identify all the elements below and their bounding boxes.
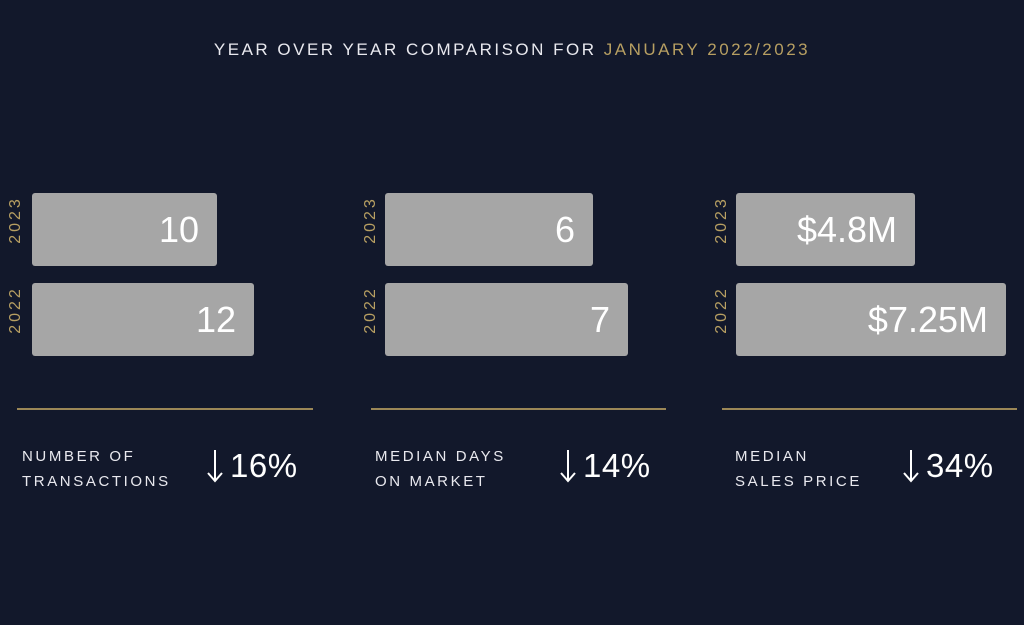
change-value: 34% — [926, 447, 994, 484]
metric-name: MEDIAN SALES PRICE — [735, 444, 862, 494]
bar-2022: $7.25M — [736, 283, 1006, 356]
year-label-2023: 2023 — [362, 196, 379, 244]
panel-number-of-transactions: 2023 10 2022 12 NUMBER OF TRANSACTIONS 1… — [0, 0, 330, 625]
year-label-2022: 2022 — [7, 286, 24, 334]
metric-name-line2: ON MARKET — [375, 473, 488, 490]
bar-label-2023: 10 — [158, 208, 199, 250]
bar-label-2023: $4.8M — [796, 208, 897, 250]
panel-median-sales-price: 2023 $4.8M 2022 $7.25M MEDIAN SALES PRIC… — [704, 0, 1024, 625]
change-value: 14% — [583, 447, 651, 484]
year-label-2023: 2023 — [7, 196, 24, 244]
year-label-2022: 2022 — [713, 286, 730, 334]
bar-label-2022: 12 — [195, 298, 236, 340]
metric-name-line1: MEDIAN DAYS — [375, 448, 506, 465]
change-value: 16% — [230, 447, 298, 484]
bar-2023: $4.8M — [736, 193, 915, 266]
title-prefix: YEAR OVER YEAR COMPARISON FOR — [213, 40, 597, 59]
divider-line — [722, 408, 1017, 410]
bar-label-2023: 6 — [554, 208, 575, 250]
down-arrow-icon — [207, 450, 223, 483]
bar-label-2022: $7.25M — [867, 298, 988, 340]
metric-name-line2: TRANSACTIONS — [22, 473, 171, 490]
panel-median-days-on-market: 2023 6 2022 7 MEDIAN DAYS ON MARKET 14% — [353, 0, 683, 625]
metric-name-line1: NUMBER OF — [22, 448, 136, 465]
title-period: JANUARY 2022/2023 — [603, 40, 811, 59]
bar-2023: 6 — [385, 193, 593, 266]
divider-line — [371, 408, 666, 410]
metric-name: NUMBER OF TRANSACTIONS — [22, 444, 171, 494]
metric-name-line1: MEDIAN — [735, 448, 809, 465]
change-indicator: 16% — [206, 446, 298, 486]
bar-2022: 12 — [32, 283, 254, 356]
page-title: YEAR OVER YEAR COMPARISON FOR JANUARY 20… — [0, 40, 1024, 60]
metric-name: MEDIAN DAYS ON MARKET — [375, 444, 506, 494]
year-label-2022: 2022 — [362, 286, 379, 334]
metric-name-line2: SALES PRICE — [735, 473, 862, 490]
year-label-2023: 2023 — [713, 196, 730, 244]
bar-2022: 7 — [385, 283, 628, 356]
down-arrow-icon — [560, 450, 576, 483]
divider-line — [17, 408, 313, 410]
bar-label-2022: 7 — [589, 298, 610, 340]
bar-2023: 10 — [32, 193, 217, 266]
change-indicator: 14% — [559, 446, 651, 486]
change-indicator: 34% — [902, 446, 994, 486]
down-arrow-icon — [903, 450, 919, 483]
